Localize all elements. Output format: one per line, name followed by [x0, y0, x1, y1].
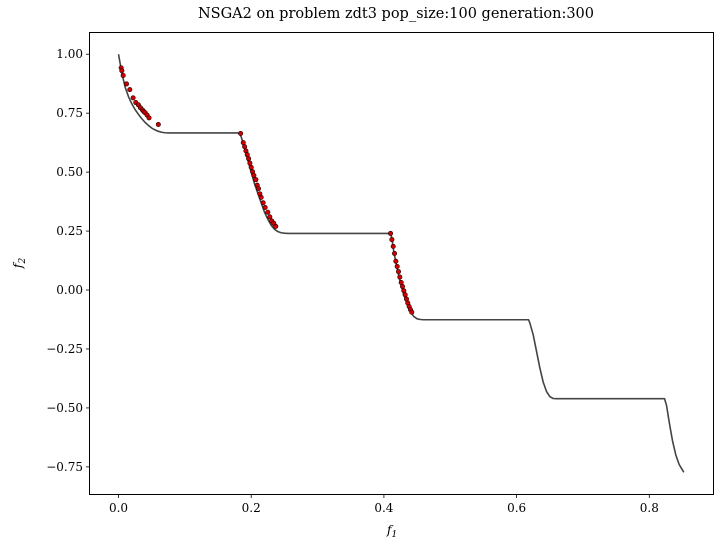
- population-point: [392, 250, 398, 256]
- y-tick-label: 0.75: [56, 106, 83, 120]
- population-point: [409, 309, 415, 315]
- y-tick-label: 1.00: [56, 47, 83, 61]
- population-point: [399, 283, 405, 289]
- population-point: [155, 121, 161, 127]
- x-tick-label: 0.4: [374, 501, 393, 515]
- population-point: [130, 95, 136, 101]
- y-tick-label: 0.00: [56, 283, 83, 297]
- population-point: [248, 164, 254, 170]
- population-point: [393, 258, 399, 264]
- population-point: [127, 87, 133, 93]
- y-tick-label: 0.50: [56, 165, 83, 179]
- population-point: [146, 115, 152, 121]
- population-point: [265, 209, 271, 215]
- population-point: [388, 230, 394, 236]
- population-point: [390, 243, 396, 249]
- plot-area: [89, 32, 714, 495]
- population-point: [256, 186, 262, 192]
- plot-frame: [89, 32, 714, 495]
- population-point: [389, 237, 395, 243]
- x-tick-label: 0.8: [640, 501, 659, 515]
- y-tick-label: 0.25: [56, 224, 83, 238]
- population-point: [396, 269, 402, 275]
- population-point: [273, 223, 279, 229]
- y-tick-label: −0.50: [46, 401, 83, 415]
- population-point: [120, 72, 126, 78]
- y-tick-label: −0.75: [46, 460, 83, 474]
- x-tick-label: 0.0: [109, 501, 128, 515]
- population-point: [123, 81, 129, 87]
- x-tick-label: 0.2: [242, 501, 261, 515]
- population-points-layer: [118, 65, 415, 315]
- pareto-front-line-layer: [117, 54, 685, 473]
- y-axis: −0.75 −0.50 −0.25 0.00 0.25 0.50 0.75 1.00: [46, 47, 90, 474]
- population-point: [397, 274, 403, 280]
- population-point: [238, 130, 244, 136]
- population-point: [258, 194, 264, 200]
- population-point: [253, 177, 259, 183]
- population-point: [242, 144, 248, 150]
- y-axis-label: f2: [10, 258, 28, 270]
- population-point: [402, 292, 408, 298]
- y-tick-label: −0.25: [46, 342, 83, 356]
- population-point: [251, 172, 257, 178]
- population-point: [260, 200, 266, 206]
- x-axis-label: f1: [386, 522, 397, 540]
- population-point: [119, 68, 125, 74]
- population-point: [267, 214, 273, 220]
- pareto-front-line: [117, 54, 685, 473]
- population-point: [246, 156, 252, 162]
- population-point: [247, 160, 253, 166]
- x-tick-label: 0.6: [507, 501, 526, 515]
- chart-title: NSGA2 on problem zdt3 pop_size:100 gener…: [198, 6, 594, 22]
- population-point: [394, 263, 400, 269]
- population-point: [262, 205, 268, 211]
- x-axis: 0.0 0.2 0.4 0.6 0.8: [109, 494, 659, 515]
